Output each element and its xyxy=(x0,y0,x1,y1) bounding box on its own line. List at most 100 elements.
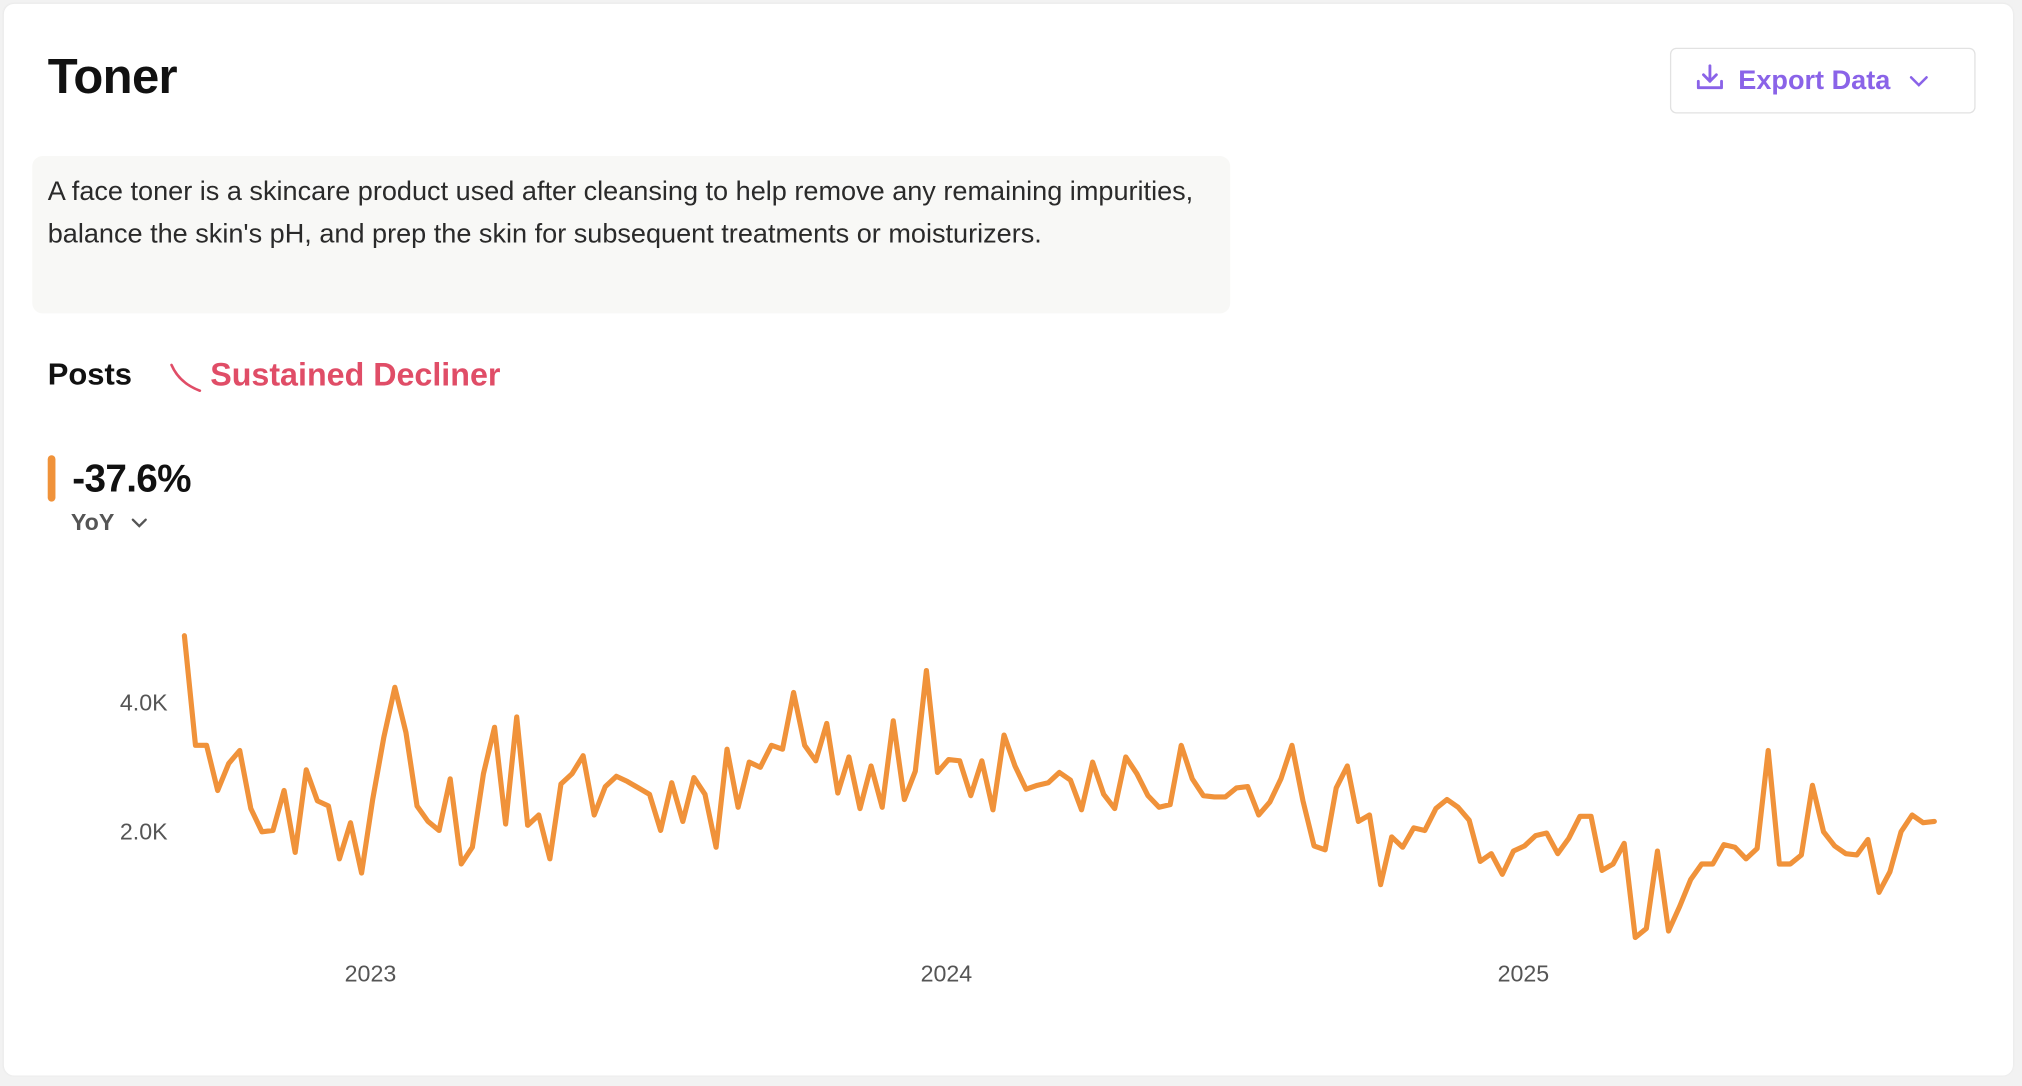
data-point[interactable] xyxy=(955,756,965,766)
data-point[interactable] xyxy=(1132,769,1142,779)
data-point[interactable] xyxy=(301,765,311,775)
data-point[interactable] xyxy=(1143,790,1153,800)
data-point[interactable] xyxy=(1231,783,1241,793)
data-point[interactable] xyxy=(1796,850,1806,860)
data-point[interactable] xyxy=(1885,867,1895,877)
data-point[interactable] xyxy=(179,631,189,641)
data-point[interactable] xyxy=(1242,781,1252,791)
data-point[interactable] xyxy=(412,801,422,811)
data-point[interactable] xyxy=(689,772,699,782)
data-point[interactable] xyxy=(1409,823,1419,833)
data-point[interactable] xyxy=(822,718,832,728)
data-point[interactable] xyxy=(589,810,599,820)
data-point[interactable] xyxy=(545,854,555,864)
data-point[interactable] xyxy=(1320,845,1330,855)
data-point[interactable] xyxy=(1076,805,1086,815)
data-point[interactable] xyxy=(1907,810,1917,820)
data-point[interactable] xyxy=(811,756,821,766)
data-point[interactable] xyxy=(855,803,865,813)
data-point[interactable] xyxy=(1087,757,1097,767)
data-point[interactable] xyxy=(1608,859,1618,869)
data-point[interactable] xyxy=(932,767,942,777)
data-point[interactable] xyxy=(633,783,643,793)
data-point[interactable] xyxy=(1630,932,1640,942)
data-point[interactable] xyxy=(755,762,765,772)
data-point[interactable] xyxy=(700,789,710,799)
data-point[interactable] xyxy=(788,687,798,697)
data-point[interactable] xyxy=(999,730,1009,740)
data-point[interactable] xyxy=(556,779,566,789)
data-point[interactable] xyxy=(201,740,211,750)
data-point[interactable] xyxy=(1110,803,1120,813)
data-point[interactable] xyxy=(977,756,987,766)
data-point[interactable] xyxy=(921,665,931,675)
data-point[interactable] xyxy=(523,820,533,830)
data-point[interactable] xyxy=(1663,926,1673,936)
data-point[interactable] xyxy=(578,751,588,761)
data-point[interactable] xyxy=(899,794,909,804)
data-point[interactable] xyxy=(1719,839,1729,849)
data-point[interactable] xyxy=(1431,803,1441,813)
data-point[interactable] xyxy=(1331,783,1341,793)
data-point[interactable] xyxy=(1276,774,1286,784)
data-point[interactable] xyxy=(534,810,544,820)
data-point[interactable] xyxy=(268,825,278,835)
data-point[interactable] xyxy=(943,754,953,764)
data-point[interactable] xyxy=(1398,842,1408,852)
data-point[interactable] xyxy=(1785,859,1795,869)
data-point[interactable] xyxy=(1818,827,1828,837)
data-point[interactable] xyxy=(1497,869,1507,879)
data-point[interactable] xyxy=(1475,856,1485,866)
data-point[interactable] xyxy=(1353,816,1363,826)
data-point[interactable] xyxy=(1929,816,1939,826)
data-point[interactable] xyxy=(1021,784,1031,794)
data-point[interactable] xyxy=(1386,832,1396,842)
data-point[interactable] xyxy=(1674,901,1684,911)
data-point[interactable] xyxy=(445,774,455,784)
data-point[interactable] xyxy=(235,745,245,755)
data-point[interactable] xyxy=(1619,838,1629,848)
data-point[interactable] xyxy=(1774,859,1784,869)
data-point[interactable] xyxy=(877,802,887,812)
data-point[interactable] xyxy=(467,842,477,852)
data-point[interactable] xyxy=(1375,879,1385,889)
data-point[interactable] xyxy=(257,827,267,837)
export-data-button[interactable]: Export Data xyxy=(1669,47,1976,114)
data-point[interactable] xyxy=(1530,830,1540,840)
data-point[interactable] xyxy=(1586,811,1596,821)
data-point[interactable] xyxy=(212,785,222,795)
data-point[interactable] xyxy=(799,740,809,750)
data-point[interactable] xyxy=(224,758,234,768)
data-point[interactable] xyxy=(312,796,322,806)
data-point[interactable] xyxy=(1254,810,1264,820)
data-point[interactable] xyxy=(1896,827,1906,837)
data-point[interactable] xyxy=(1597,865,1607,875)
data-point[interactable] xyxy=(1575,811,1585,821)
data-point[interactable] xyxy=(390,682,400,692)
data-point[interactable] xyxy=(1508,846,1518,856)
data-point[interactable] xyxy=(1364,810,1374,820)
data-point[interactable] xyxy=(1841,849,1851,859)
data-point[interactable] xyxy=(1032,780,1042,790)
data-point[interactable] xyxy=(356,868,366,878)
data-point[interactable] xyxy=(1752,843,1762,853)
data-point[interactable] xyxy=(1807,780,1817,790)
data-point[interactable] xyxy=(190,740,200,750)
data-point[interactable] xyxy=(1542,828,1552,838)
data-point[interactable] xyxy=(678,816,688,826)
data-point[interactable] xyxy=(1829,841,1839,851)
data-point[interactable] xyxy=(644,789,654,799)
data-point[interactable] xyxy=(1553,849,1563,859)
data-point[interactable] xyxy=(777,744,787,754)
data-point[interactable] xyxy=(1265,797,1275,807)
data-point[interactable] xyxy=(1652,846,1662,856)
data-point[interactable] xyxy=(1730,842,1740,852)
data-point[interactable] xyxy=(1453,802,1463,812)
data-point[interactable] xyxy=(1763,745,1773,755)
data-point[interactable] xyxy=(1010,761,1020,771)
data-point[interactable] xyxy=(1176,740,1186,750)
data-point[interactable] xyxy=(611,771,621,781)
data-point[interactable] xyxy=(1165,800,1175,810)
data-point[interactable] xyxy=(1054,767,1064,777)
data-point[interactable] xyxy=(456,859,466,869)
